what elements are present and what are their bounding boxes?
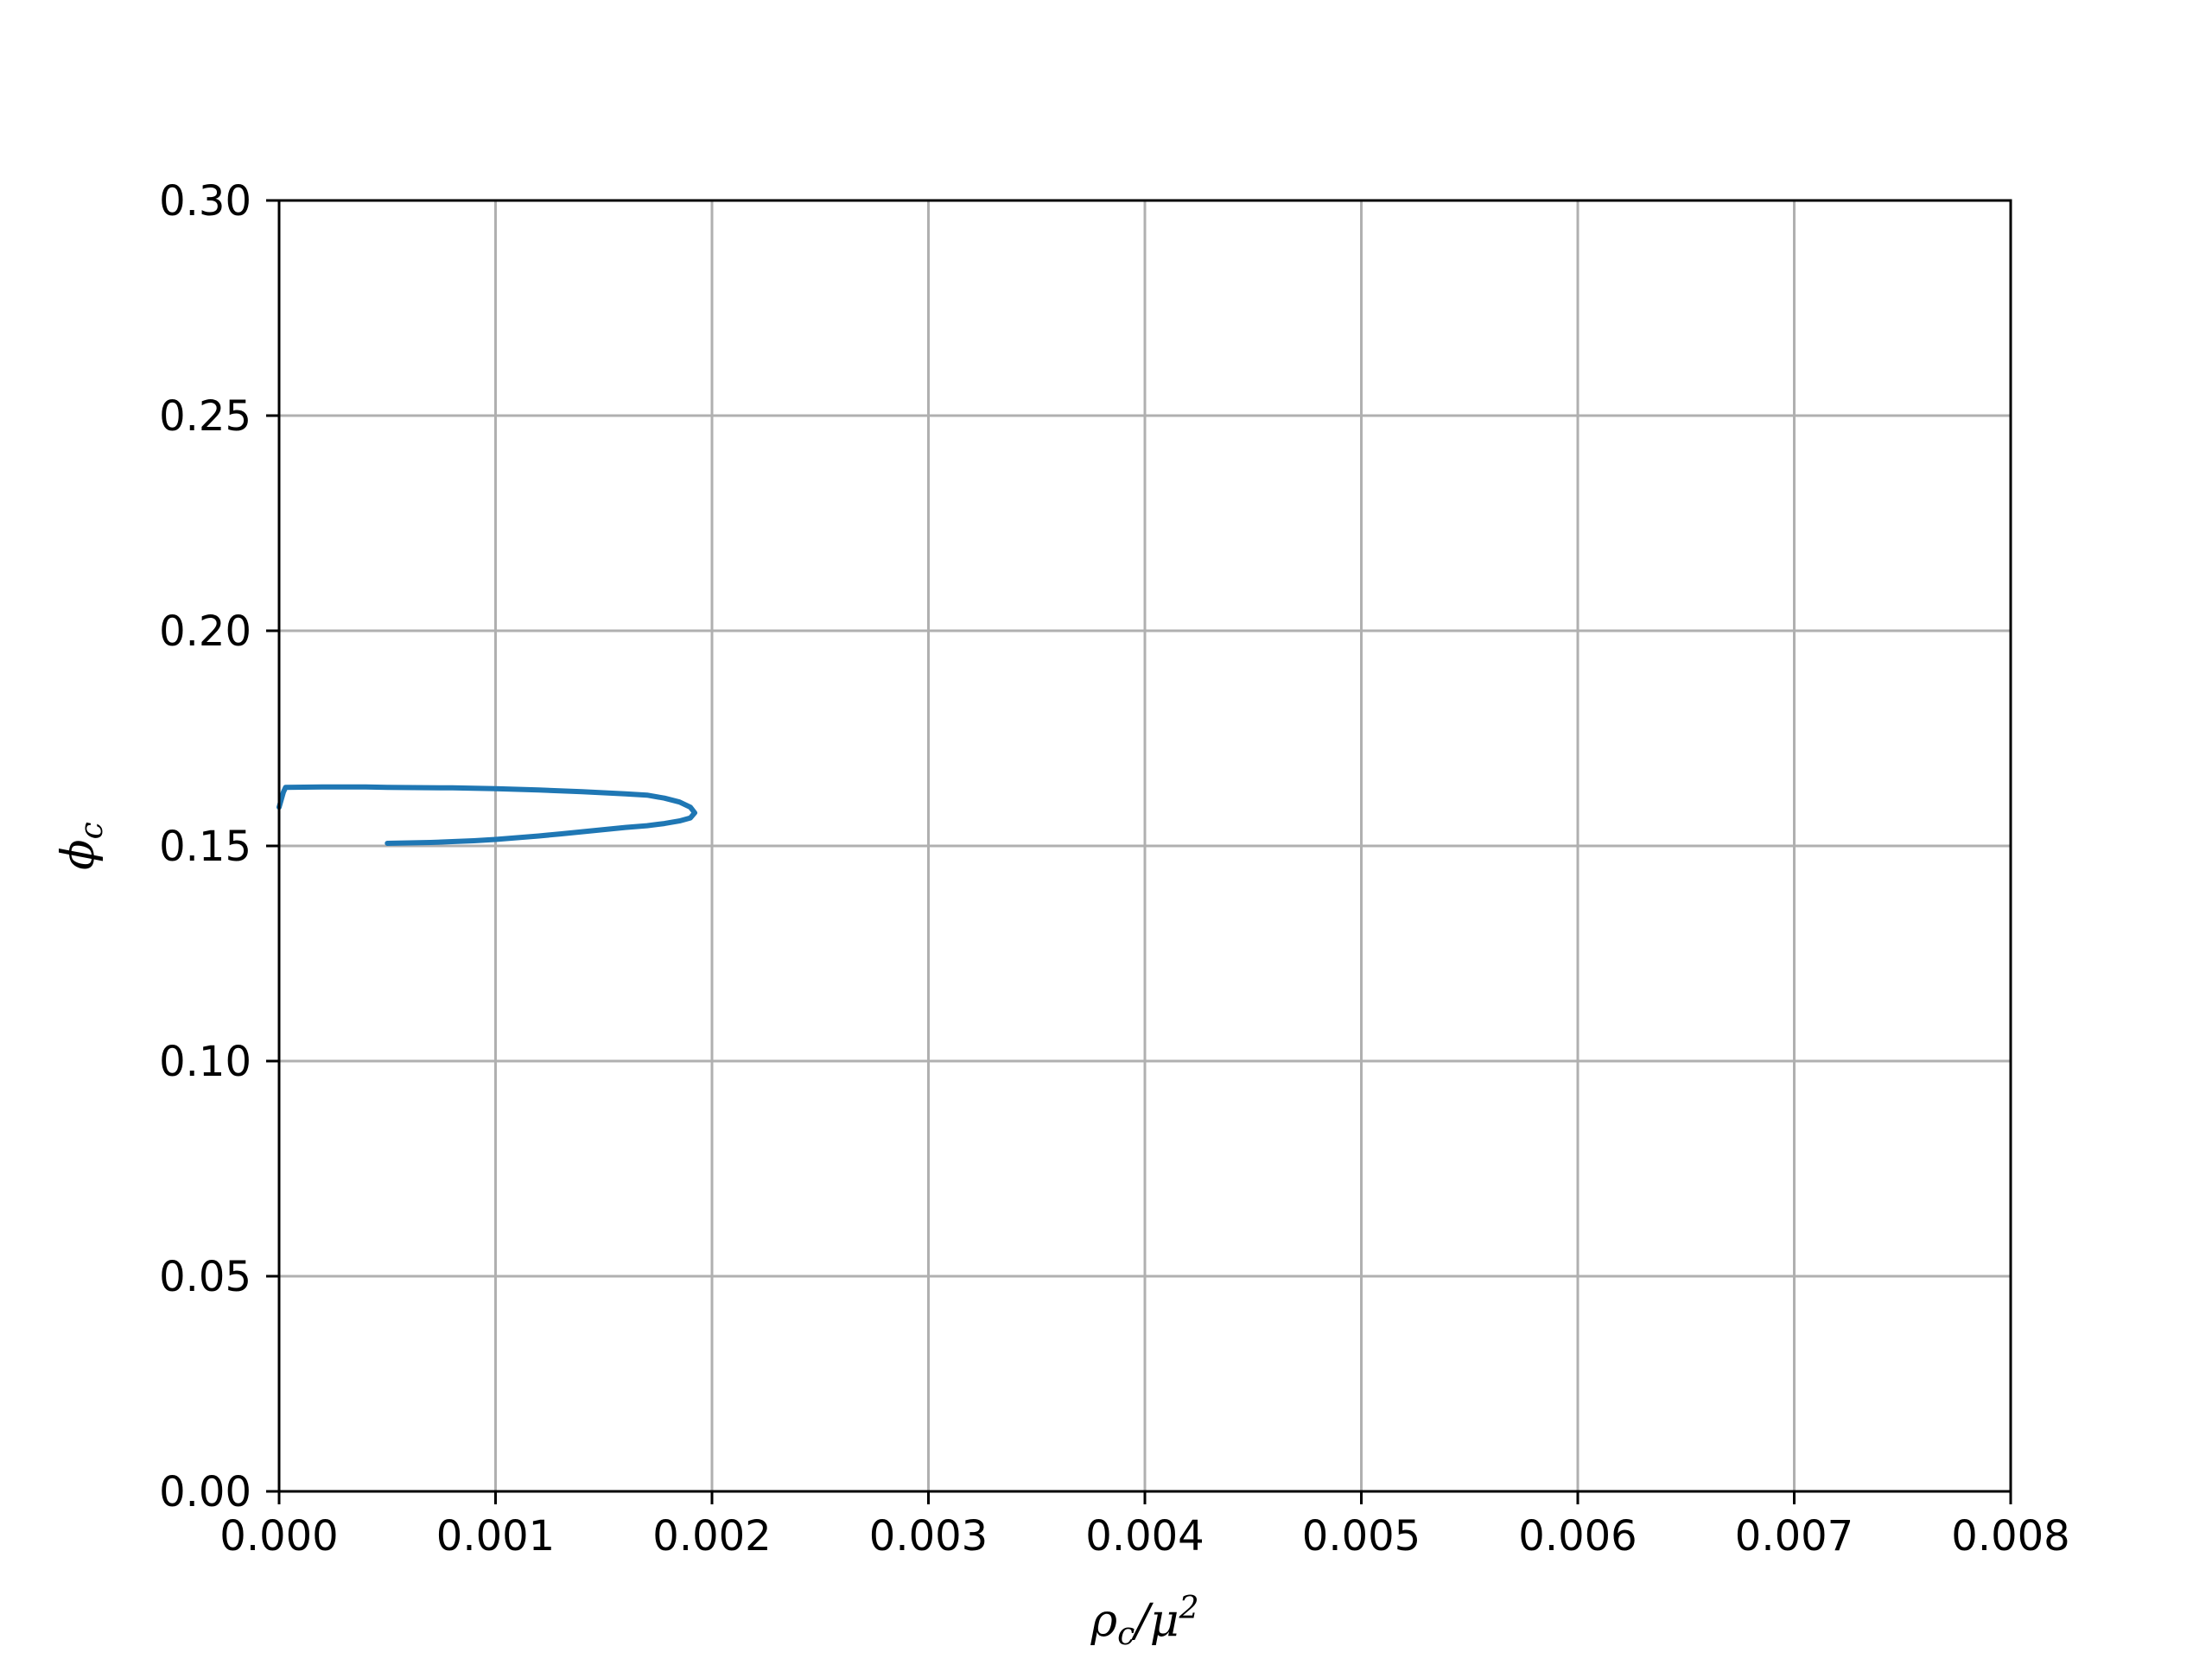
x-tick-label: 0.000 xyxy=(219,1512,338,1560)
x-tick-label: 0.005 xyxy=(1302,1512,1421,1560)
y-axis-label: ϕc xyxy=(53,822,110,870)
y-tick-label: 0.25 xyxy=(159,392,251,441)
y-tick-label: 0.00 xyxy=(159,1468,251,1516)
grid xyxy=(277,199,2012,1493)
x-tick-label: 0.006 xyxy=(1518,1512,1637,1560)
y-tick-label: 0.30 xyxy=(159,177,251,226)
x-tick-label: 0.007 xyxy=(1735,1512,1853,1560)
series-layer xyxy=(276,784,697,846)
y-tick-label: 0.05 xyxy=(159,1253,251,1301)
x-tick-label: 0.008 xyxy=(1951,1512,2069,1560)
y-tick-label: 0.15 xyxy=(159,823,251,871)
y-tick-label: 0.20 xyxy=(159,607,251,656)
x-tick-label: 0.001 xyxy=(436,1512,555,1560)
y-tick-label: 0.10 xyxy=(159,1038,251,1086)
x-tick-label: 0.004 xyxy=(1085,1512,1204,1560)
x-tick-label: 0.003 xyxy=(869,1512,988,1560)
y-axis-ticks: 0.00 0.05 0.10 0.15 0.20 0.25 0.30 xyxy=(159,177,279,1516)
x-axis-ticks: 0.000 0.001 0.002 0.003 0.004 0.005 0.006 0.007… xyxy=(219,1491,2070,1560)
x-axis-label: ρc/μ2 xyxy=(1090,1591,1199,1652)
series-line-0 xyxy=(276,784,697,846)
x-tick-label: 0.002 xyxy=(652,1512,771,1560)
